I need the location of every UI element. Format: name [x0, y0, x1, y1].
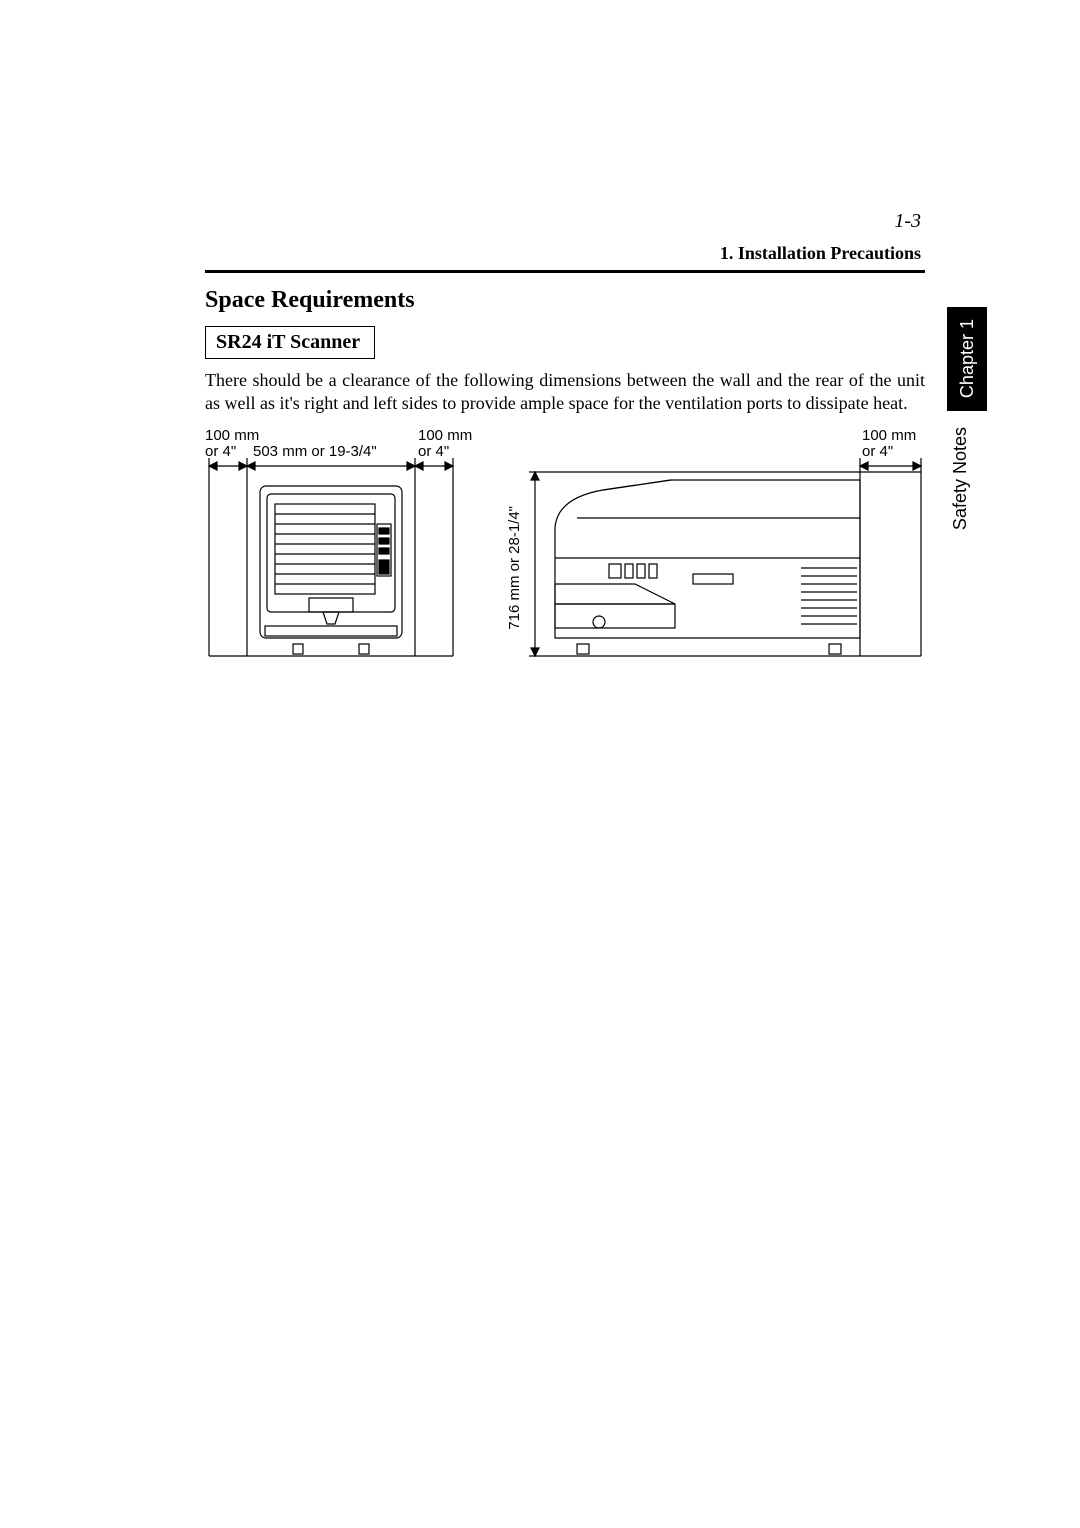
chapter-tab: Chapter 1	[947, 307, 987, 411]
dim-right-clearance-l2: or 4"	[418, 444, 449, 461]
page-content: 1-3 1. Installation Precautions Space Re…	[205, 210, 925, 668]
clearance-diagram: 100 mm or 4" 503 mm or 19-3/4" 100 mm or…	[205, 428, 925, 668]
chapter-tab-label: Chapter 1	[957, 319, 978, 398]
dim-left-clearance-l2: or 4"	[205, 444, 236, 461]
diagram-svg	[205, 428, 925, 668]
subheading-box: SR24 iT Scanner	[205, 326, 375, 359]
dim-depth: 716 mm or 28-1/4"	[507, 506, 524, 630]
page-number: 1-3	[205, 210, 925, 233]
safety-notes-label: Safety Notes	[950, 427, 971, 530]
section-header: 1. Installation Precautions	[205, 243, 925, 273]
dim-unit-width: 503 mm or 19-3/4"	[253, 444, 377, 461]
dim-rear-clearance-l2: or 4"	[862, 444, 893, 461]
heading-space-requirements: Space Requirements	[205, 287, 925, 314]
body-paragraph: There should be a clearance of the follo…	[205, 369, 925, 414]
